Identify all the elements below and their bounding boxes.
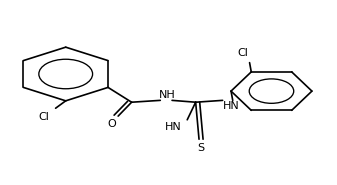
Text: O: O [107, 119, 116, 130]
Text: HN: HN [223, 101, 239, 111]
Text: HN: HN [165, 122, 182, 132]
Text: Cl: Cl [237, 48, 248, 58]
Text: S: S [197, 143, 204, 154]
Text: Cl: Cl [38, 112, 49, 122]
Text: NH: NH [159, 90, 175, 100]
